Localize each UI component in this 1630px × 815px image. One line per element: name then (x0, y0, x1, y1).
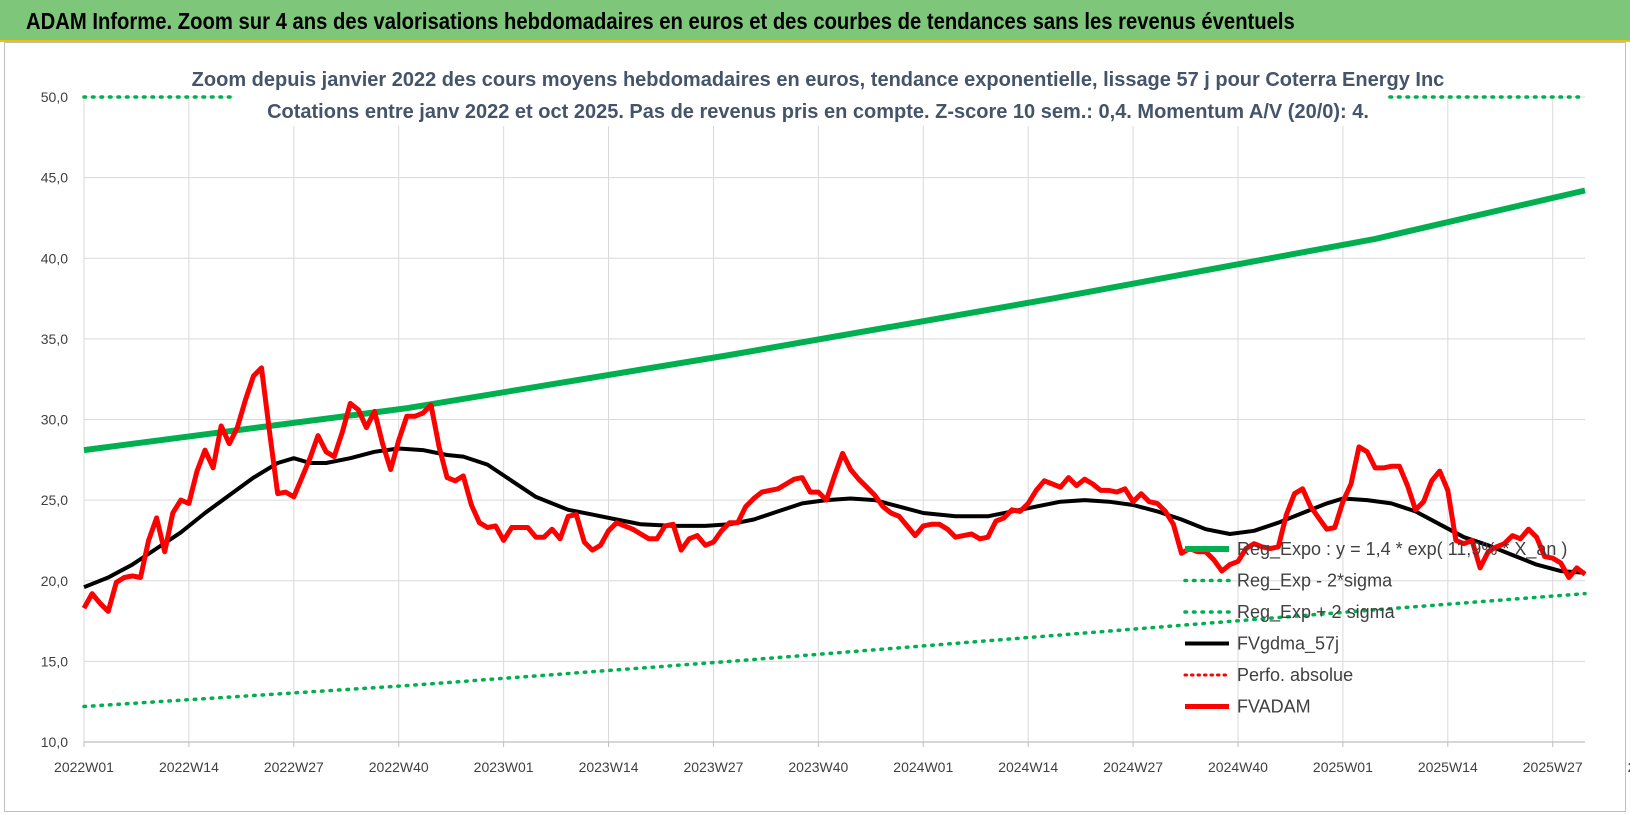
chart-legend: Reg_Expo : y = 1,4 * exp( 11,9% * X_an )… (1183, 539, 1567, 717)
legend-label: Reg_Expo : y = 1,4 * exp( 11,9% * X_an ) (1237, 539, 1567, 560)
y-tick-label: 10,0 (41, 734, 68, 750)
y-tick-label: 35,0 (41, 331, 68, 347)
x-tick-label: 2025W40 (1628, 759, 1630, 775)
series-line (83, 187, 1586, 454)
legend-label: Perfo. absolue (1237, 665, 1353, 685)
x-tick-label: 2022W27 (264, 759, 324, 775)
y-axis-ticks: 10,0 15,0 20,0 25,0 30,0 35,0 40,0 45,0 50,0 (41, 89, 68, 750)
legend-label: Reg_Exp + 2 sigma (1237, 602, 1396, 623)
chart-subtitle: Cotations entre janv 2022 et oct 2025. P… (267, 101, 1369, 123)
chart-title: Zoom depuis janvier 2022 des cours moyen… (192, 69, 1445, 91)
x-tick-label: 2024W27 (1103, 759, 1163, 775)
x-tick-label: 2023W14 (579, 759, 639, 775)
x-tick-label: 2025W01 (1313, 759, 1373, 775)
x-tick-label: 2025W27 (1523, 759, 1583, 775)
legend-label: FVgdma_57j (1237, 634, 1339, 655)
x-tick-label: 2025W14 (1418, 759, 1478, 775)
x-tick-label: 2022W01 (54, 759, 114, 775)
y-tick-label: 45,0 (41, 170, 68, 186)
y-tick-label: 50,0 (41, 89, 68, 105)
y-tick-label: 40,0 (41, 250, 68, 266)
y-tick-label: 25,0 (41, 492, 68, 508)
series-lines (81, 95, 1587, 709)
y-tick-label: 30,0 (41, 412, 68, 428)
x-tick-label: 2023W40 (788, 759, 848, 775)
legend-label: Reg_Exp - 2*sigma (1237, 571, 1393, 592)
x-tick-label: 2023W27 (683, 759, 743, 775)
report-banner: ADAM Informe. Zoom sur 4 ans des valoris… (0, 0, 1630, 42)
x-tick-label: 2023W01 (474, 759, 534, 775)
report-title: ADAM Informe. Zoom sur 4 ans des valoris… (26, 8, 1295, 34)
x-axis-ticks: 2022W01 2022W14 2022W27 2022W40 2023W01 2023W… (54, 759, 1630, 775)
x-tick-label: 2022W40 (369, 759, 429, 775)
y-tick-label: 15,0 (41, 653, 68, 669)
x-tick-label: 2024W01 (893, 759, 953, 775)
title-backdrop (234, 64, 1387, 126)
x-tick-label: 2024W40 (1208, 759, 1268, 775)
legend-label: FVADAM (1237, 697, 1311, 717)
chart-frame (4, 42, 1626, 812)
x-tick-label: 2024W14 (998, 759, 1058, 775)
series-line (82, 591, 1587, 709)
series-line (81, 365, 1587, 614)
x-tick-label: 2022W14 (159, 759, 219, 775)
y-tick-label: 20,0 (41, 573, 68, 589)
